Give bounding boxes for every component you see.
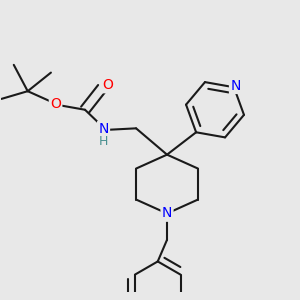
Text: O: O xyxy=(50,97,61,111)
Text: O: O xyxy=(102,78,113,92)
Text: N: N xyxy=(162,206,172,220)
Text: N: N xyxy=(230,79,241,93)
Text: H: H xyxy=(99,135,108,148)
Text: N: N xyxy=(98,122,109,136)
